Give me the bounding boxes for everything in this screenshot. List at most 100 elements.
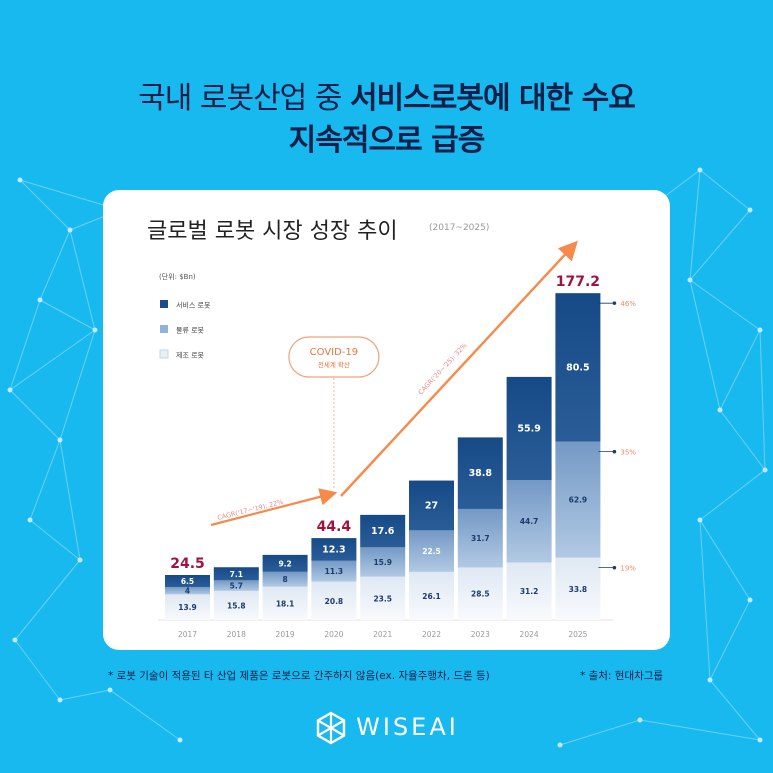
covid-subtitle: 전세계 확산 — [318, 360, 350, 369]
bar-segment — [506, 562, 552, 620]
chart-card: 글로벌 로봇 시장 성장 추이 (2017~2025) (단위: $Bn) 서비스 로… — [103, 190, 670, 650]
network-line — [659, 169, 701, 201]
x-tick-label: 2022 — [422, 630, 441, 639]
network-line — [709, 679, 761, 741]
legend-swatch — [159, 349, 169, 359]
data-label: 9.2 — [278, 559, 291, 568]
bar-segment — [213, 590, 259, 620]
network-line — [699, 469, 766, 521]
headline-line2: 지속적으로 급증 — [288, 123, 486, 158]
bar-segment — [506, 480, 552, 563]
legend-label: 물류 로봇 — [176, 327, 205, 335]
network-line — [559, 719, 641, 746]
brand-name: WISEAI — [356, 713, 459, 741]
network-node — [17, 177, 23, 183]
network-node — [92, 327, 98, 333]
network-node — [747, 597, 753, 603]
network-line — [69, 229, 96, 331]
network-node — [557, 742, 563, 748]
data-label: 12.3 — [322, 544, 345, 555]
data-label: 4 — [185, 587, 190, 596]
x-tick-label: 2023 — [471, 630, 490, 639]
share-dot — [612, 449, 617, 454]
total-label: 24.5 — [170, 556, 205, 572]
bar-segment — [213, 580, 259, 591]
data-label: 62.9 — [569, 496, 588, 505]
data-label: 33.8 — [569, 585, 588, 594]
network-node — [57, 437, 63, 443]
network-line — [29, 519, 81, 561]
data-label: 22.5 — [422, 547, 441, 556]
network-node — [177, 737, 183, 743]
bar-segment — [409, 530, 454, 572]
bar-segment — [457, 567, 503, 620]
network-node — [707, 677, 713, 683]
bar-segment — [409, 480, 454, 531]
bar-segment — [360, 547, 406, 577]
legend-label: 제조 로봇 — [176, 352, 205, 360]
network-line — [19, 179, 71, 231]
data-label: 17.6 — [371, 526, 395, 537]
data-label: 44.7 — [520, 517, 539, 526]
total-label: 44.4 — [317, 519, 352, 535]
network-node — [762, 467, 768, 473]
data-label: 27 — [425, 500, 438, 511]
headline-line1-normal: 국내 로봇산업 중 — [138, 81, 350, 116]
brand-logo-icon — [316, 711, 346, 745]
data-label: 80.5 — [566, 362, 589, 373]
network-line — [9, 299, 41, 391]
bar-segment — [555, 441, 601, 558]
network-line — [639, 719, 761, 741]
network-node — [757, 327, 763, 333]
data-label: 18.1 — [276, 599, 295, 608]
data-label: 38.8 — [469, 468, 493, 479]
total-label: 177.2 — [556, 274, 600, 290]
network-line — [14, 639, 61, 701]
network-line — [59, 329, 96, 441]
share-label: 35% — [620, 449, 636, 457]
brand-logo: WISEAI — [0, 711, 773, 745]
bar-segment — [506, 376, 552, 481]
network-line — [109, 689, 181, 741]
legend-swatch — [160, 300, 168, 308]
network-line — [39, 299, 96, 331]
data-label: 26.1 — [422, 592, 441, 601]
data-label: 31.2 — [520, 587, 539, 596]
network-line — [14, 559, 81, 641]
data-label: 8 — [282, 575, 287, 584]
bar-segment — [165, 586, 210, 595]
footnote-source: * 출처: 현대차그룹 — [580, 670, 664, 682]
stacked-bar-chart: 글로벌 로봇 시장 성장 추이 (2017~2025) (단위: $Bn) 서비스 로… — [147, 219, 636, 639]
network-line — [39, 229, 71, 301]
x-tick-label: 2019 — [276, 630, 295, 639]
x-tick-label: 2024 — [520, 630, 539, 639]
bar-segment — [262, 571, 308, 587]
network-node — [637, 717, 643, 723]
network-node — [7, 387, 13, 393]
network-line — [689, 279, 761, 331]
network-line — [59, 439, 81, 561]
cagr-arrow-early — [210, 488, 338, 527]
network-line — [9, 329, 96, 391]
covid-title: COVID-19 — [310, 347, 359, 358]
network-node — [717, 407, 723, 413]
network-line — [709, 599, 751, 681]
network-line — [759, 329, 766, 471]
network-node — [757, 737, 763, 743]
network-node — [107, 687, 113, 693]
share-dot — [612, 565, 617, 570]
share-label: 19% — [620, 565, 636, 573]
bar-segment — [311, 538, 357, 561]
bar-segment — [360, 576, 406, 620]
bar-segment — [555, 293, 601, 442]
x-tick-label: 2018 — [227, 630, 246, 639]
data-label: 55.9 — [517, 423, 540, 434]
covid-badge — [288, 336, 380, 378]
network-line — [59, 689, 111, 701]
data-label: 13.9 — [178, 603, 197, 612]
bar-segment — [311, 581, 357, 620]
network-line — [699, 169, 751, 211]
network-line — [699, 519, 751, 601]
bar-segment — [409, 571, 454, 620]
